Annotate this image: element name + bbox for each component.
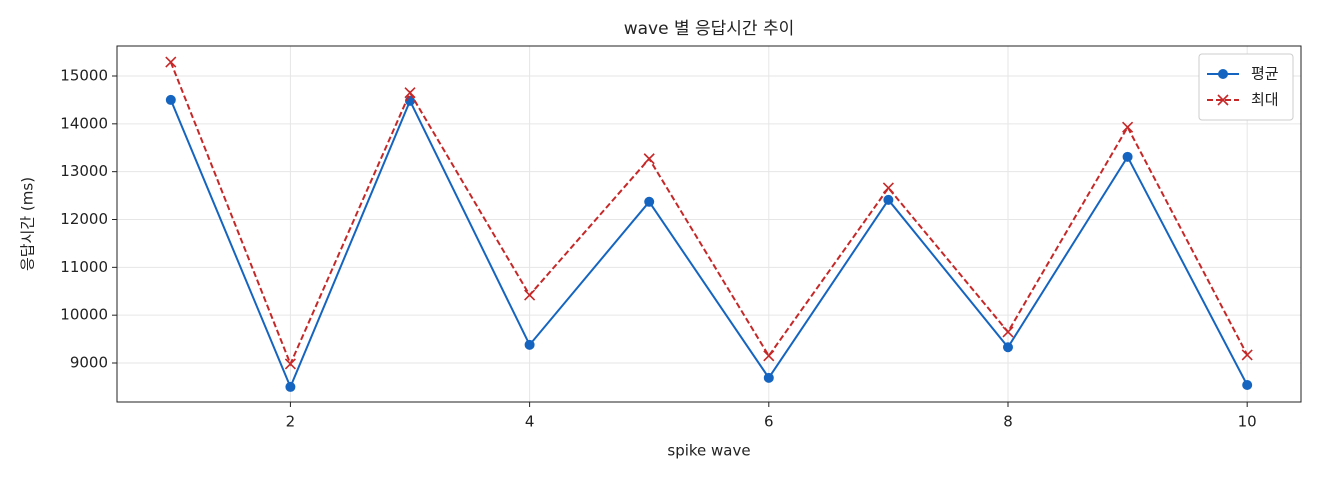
chart-title: wave 별 응답시간 추이 — [624, 19, 795, 39]
legend-marker — [1217, 94, 1229, 106]
point — [1122, 121, 1134, 133]
y-tick-label: 10000 — [60, 306, 108, 324]
x-tick-label: 10 — [1238, 413, 1257, 431]
point — [1122, 151, 1133, 162]
point — [524, 339, 535, 350]
point — [165, 94, 176, 105]
line — [169, 98, 1249, 390]
legend-label: 평균 — [1251, 65, 1279, 83]
y-tick-label: 9000 — [70, 354, 108, 372]
x-tick-label: 4 — [525, 413, 535, 431]
y-axis-label: 응답시간 (ms) — [19, 177, 37, 271]
y-tick-label: 14000 — [60, 114, 108, 132]
legend-label: 최대 — [1251, 91, 1279, 109]
point — [644, 196, 655, 207]
point — [285, 381, 296, 392]
x-tick-label: 2 — [286, 413, 296, 431]
point — [882, 182, 894, 194]
point — [1241, 349, 1253, 361]
y-tick-label: 13000 — [60, 162, 108, 180]
point — [643, 153, 655, 165]
point — [404, 87, 416, 99]
point — [763, 372, 774, 383]
x-axis-label: spike wave — [667, 442, 750, 460]
y-tick-label: 12000 — [60, 210, 108, 228]
y-tick-label: 11000 — [60, 258, 108, 276]
x-tick-label: 8 — [1003, 413, 1013, 431]
point — [1242, 380, 1253, 391]
line — [169, 61, 1249, 367]
point — [284, 358, 296, 370]
plot-frame — [116, 45, 1302, 403]
point — [1002, 326, 1014, 338]
point — [524, 289, 536, 301]
legend-box — [1198, 53, 1294, 121]
point — [1002, 342, 1013, 353]
y-tick-label: 15000 — [60, 66, 108, 84]
point — [883, 194, 894, 205]
point — [165, 56, 177, 68]
x-tick-label: 6 — [764, 413, 774, 431]
legend-marker — [1218, 69, 1228, 79]
point — [763, 350, 775, 362]
